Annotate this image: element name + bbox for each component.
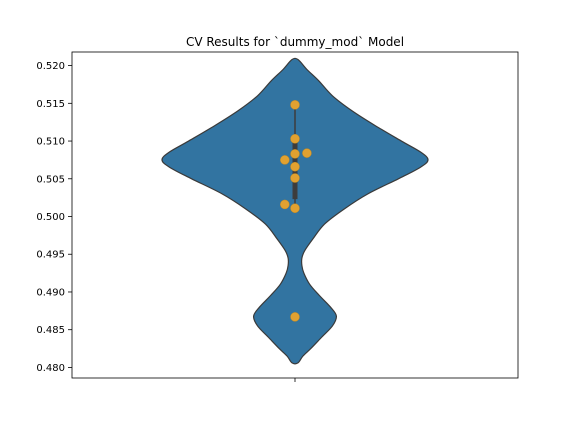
- y-tick-label: 0.495: [36, 250, 65, 261]
- data-point: [290, 203, 300, 213]
- data-point: [290, 161, 300, 172]
- y-tick-label: 0.480: [36, 363, 65, 374]
- swarm-points: [280, 100, 312, 322]
- data-point: [290, 173, 300, 183]
- y-tick-label: 0.505: [36, 174, 65, 185]
- chart-title: CV Results for `dummy_mod` Model: [186, 35, 404, 49]
- y-tick-label: 0.485: [36, 325, 65, 336]
- data-point: [290, 100, 300, 110]
- data-point: [290, 312, 300, 322]
- y-tick-label: 0.520: [36, 61, 65, 72]
- y-tick-label: 0.500: [36, 212, 65, 223]
- data-point: [290, 134, 300, 144]
- y-tick-label: 0.510: [36, 137, 65, 148]
- y-tick-label: 0.515: [36, 99, 65, 110]
- plot-area: [161, 57, 429, 365]
- data-point: [290, 149, 300, 159]
- data-point: [280, 199, 290, 210]
- data-point: [302, 148, 312, 158]
- data-point: [280, 155, 290, 165]
- plot-frame: [71, 51, 519, 379]
- y-tick-label: 0.490: [36, 287, 65, 298]
- y-axis: 0.480 0.485 0.490 0.495 0.500 0.505 0.510 0.515…: [36, 61, 72, 374]
